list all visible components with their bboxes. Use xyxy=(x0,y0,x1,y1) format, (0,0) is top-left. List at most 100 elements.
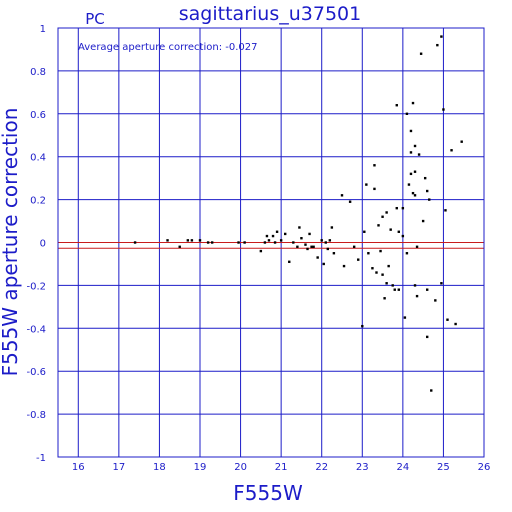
data-point xyxy=(304,243,307,246)
tick-labels: 16 17 18 19 20 21 22 23 24 25 26 -1 -0.8 -0.6 -0.4 -0.2… xyxy=(26,24,490,473)
data-point xyxy=(296,245,299,248)
x-tick-label: 24 xyxy=(396,462,409,473)
y-tick-label: 0.6 xyxy=(30,110,46,121)
data-point xyxy=(409,151,413,154)
data-point xyxy=(271,234,275,238)
data-point xyxy=(379,249,382,253)
data-point xyxy=(357,258,360,261)
data-point xyxy=(405,112,409,115)
data-point xyxy=(413,144,417,148)
y-tick-label: -0.8 xyxy=(26,410,46,421)
data-point xyxy=(387,264,390,268)
data-point xyxy=(308,232,311,236)
data-point xyxy=(298,226,301,229)
data-point xyxy=(409,172,413,176)
data-point xyxy=(397,288,400,291)
data-point xyxy=(413,170,417,173)
y-tick-label: -0.6 xyxy=(26,367,46,378)
data-point xyxy=(312,245,315,248)
data-point xyxy=(310,245,313,248)
data-point xyxy=(265,234,269,238)
data-point xyxy=(273,241,277,244)
data-point xyxy=(363,230,366,233)
data-point xyxy=(288,260,291,264)
data-point xyxy=(407,183,411,186)
y-tick-label: 0 xyxy=(40,239,46,250)
data-point xyxy=(442,108,445,111)
x-tick-label: 21 xyxy=(275,462,288,473)
data-point xyxy=(393,288,396,291)
data-point xyxy=(450,149,453,152)
data-point xyxy=(421,219,425,223)
data-point xyxy=(316,256,319,259)
data-point xyxy=(243,241,246,244)
x-tick-label: 18 xyxy=(153,462,166,473)
data-point xyxy=(413,284,417,287)
data-point xyxy=(237,241,240,244)
data-point xyxy=(332,252,336,255)
data-point xyxy=(391,284,394,287)
data-point xyxy=(397,230,400,233)
data-point xyxy=(292,241,295,244)
data-point xyxy=(300,237,303,240)
data-point xyxy=(446,318,449,321)
y-tick-label: 0.4 xyxy=(30,153,46,164)
data-point xyxy=(409,129,413,133)
average-correction-annotation: Average aperture correction: -0.027 xyxy=(78,42,258,53)
data-point xyxy=(385,211,388,214)
data-point xyxy=(190,239,194,242)
data-point xyxy=(371,267,374,270)
data-point xyxy=(326,247,329,251)
x-tick-label: 16 xyxy=(72,462,85,473)
data-point xyxy=(428,198,431,201)
data-point xyxy=(267,239,271,242)
data-point xyxy=(436,43,439,47)
data-point xyxy=(444,209,447,212)
data-point xyxy=(342,264,346,268)
y-tick-label: -0.2 xyxy=(26,281,46,292)
y-axis-label: F555W aperture correction xyxy=(0,108,22,377)
data-point xyxy=(186,239,190,242)
data-point xyxy=(373,187,376,191)
data-point xyxy=(367,252,370,255)
x-tick-label: 22 xyxy=(315,462,328,473)
y-tick-label: -1 xyxy=(36,453,46,464)
data-point xyxy=(440,282,443,285)
x-tick-label: 25 xyxy=(437,462,450,473)
data-point xyxy=(178,245,181,248)
data-point xyxy=(401,206,405,210)
data-point xyxy=(340,194,344,197)
data-point xyxy=(381,215,384,218)
data-point xyxy=(411,191,415,195)
y-tick-label: -0.4 xyxy=(26,324,46,335)
data-point xyxy=(263,241,267,244)
data-point xyxy=(413,194,417,197)
y-tick-label: 0.8 xyxy=(30,67,46,78)
data-point xyxy=(206,241,210,244)
data-point xyxy=(405,252,409,255)
data-point xyxy=(373,164,376,167)
x-tick-label: 19 xyxy=(194,462,207,473)
reference-lines xyxy=(58,242,484,249)
data-point xyxy=(348,200,352,203)
data-point xyxy=(328,239,332,242)
data-point xyxy=(210,241,214,244)
chart-title: sagittarius_u37501 xyxy=(179,3,361,25)
data-point xyxy=(383,297,386,300)
data-point xyxy=(275,230,279,233)
data-point xyxy=(401,234,405,238)
plot-frame xyxy=(57,27,485,458)
data-point xyxy=(440,35,443,38)
data-point xyxy=(322,262,325,266)
x-tick-label: 23 xyxy=(356,462,369,473)
data-point xyxy=(166,239,169,242)
y-tick-label: 1 xyxy=(40,24,46,35)
x-tick-label: 17 xyxy=(112,462,125,473)
data-point xyxy=(352,245,356,248)
data-point xyxy=(403,316,407,319)
data-point xyxy=(385,282,388,285)
data-point xyxy=(279,239,283,242)
data-point xyxy=(306,247,309,251)
data-point xyxy=(454,322,457,326)
data-point xyxy=(381,273,384,276)
